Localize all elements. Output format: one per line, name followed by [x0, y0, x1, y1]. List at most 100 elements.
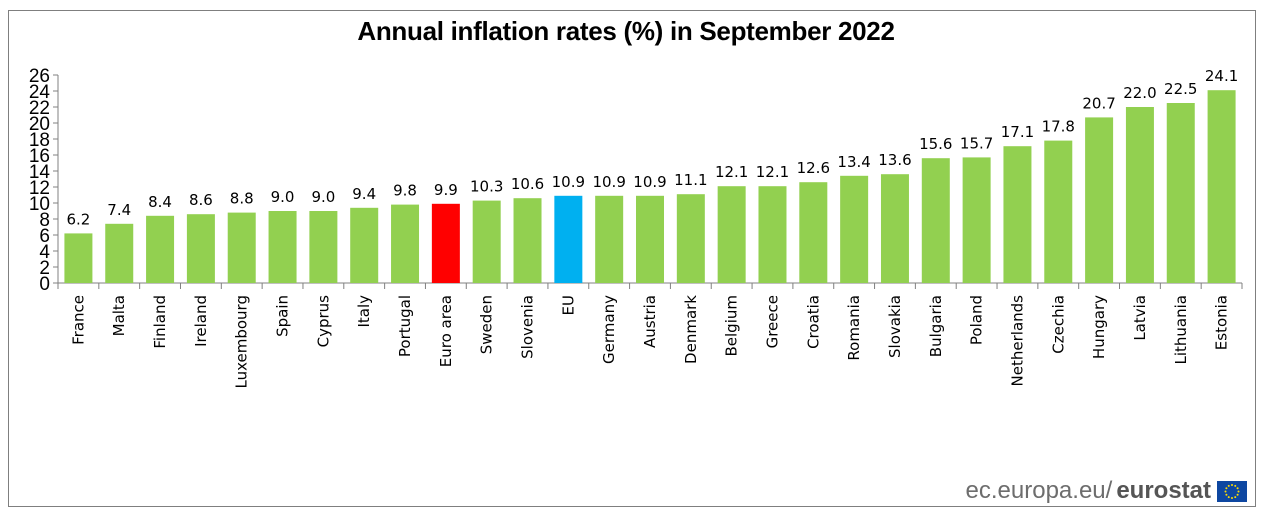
- bar-greece: [758, 186, 787, 283]
- data-label: 10.9: [552, 173, 585, 191]
- bar-croatia: [799, 182, 828, 283]
- data-label: 17.1: [1001, 123, 1034, 141]
- x-tick-label: Ireland: [192, 295, 210, 347]
- data-label: 9.4: [352, 185, 376, 203]
- x-tick-label: Romania: [845, 295, 863, 361]
- data-label: 11.1: [674, 171, 707, 189]
- data-label: 20.7: [1082, 94, 1115, 112]
- y-tick-label: 22: [29, 98, 50, 119]
- bar-portugal: [391, 204, 420, 283]
- bar-slovakia: [880, 174, 909, 283]
- data-label: 10.9: [633, 173, 666, 191]
- bar-denmark: [676, 194, 705, 283]
- bar-eu: [554, 195, 583, 283]
- y-tick-label: 16: [29, 146, 50, 167]
- x-tick-label: Belgium: [723, 295, 741, 357]
- source-url: ec.europa.eu/: [965, 477, 1113, 504]
- y-tick-label: 6: [39, 226, 50, 247]
- y-tick-label: 18: [29, 130, 50, 151]
- bar-bulgaria: [921, 158, 950, 283]
- bar-belgium: [717, 186, 746, 283]
- bar-czechia: [1044, 140, 1073, 283]
- data-label: 8.8: [230, 190, 254, 208]
- x-tick-label: Czechia: [1049, 295, 1067, 354]
- x-tick-label: Portugal: [396, 295, 414, 357]
- data-label: 9.0: [311, 188, 335, 206]
- bar-latvia: [1125, 107, 1154, 283]
- bar-spain: [268, 211, 297, 283]
- bar-euro-area: [431, 203, 460, 283]
- data-label: 8.6: [189, 191, 213, 209]
- bar-finland: [146, 215, 175, 283]
- data-label: 8.4: [148, 193, 172, 211]
- x-tick-label: Greece: [763, 295, 781, 348]
- x-tick-label: Cyprus: [314, 295, 332, 348]
- bar-cyprus: [309, 211, 338, 283]
- chart-title: Annual inflation rates (%) in September …: [357, 16, 895, 46]
- bar-romania: [840, 175, 869, 283]
- x-tick-label: Euro area: [437, 295, 455, 367]
- bar-france: [64, 233, 93, 283]
- x-tick-label: Denmark: [682, 295, 700, 364]
- data-label: 22.5: [1164, 80, 1197, 98]
- bar-estonia: [1207, 90, 1236, 283]
- x-tick-label: Finland: [151, 295, 169, 349]
- data-label: 12.1: [756, 163, 789, 181]
- bar-italy: [350, 207, 379, 283]
- bar-slovenia: [513, 198, 542, 283]
- bar-luxembourg: [227, 212, 256, 283]
- data-label: 13.6: [878, 151, 911, 169]
- x-tick-label: Croatia: [804, 295, 822, 349]
- x-tick-label: Malta: [110, 295, 128, 336]
- data-label: 9.0: [271, 188, 295, 206]
- x-tick-label: Bulgaria: [927, 295, 945, 357]
- bar-poland: [962, 157, 991, 283]
- data-label: 12.1: [715, 163, 748, 181]
- bar-malta: [105, 223, 134, 283]
- data-label: 7.4: [107, 201, 131, 219]
- x-tick-label: Italy: [355, 295, 373, 328]
- x-tick-label: Slovakia: [886, 295, 904, 358]
- data-label: 15.6: [919, 135, 952, 153]
- y-tick-label: 20: [29, 114, 50, 135]
- x-tick-label: Estonia: [1213, 295, 1231, 350]
- source-brand: eurostat: [1116, 477, 1211, 504]
- data-label: 9.9: [434, 181, 458, 199]
- data-label: 13.4: [837, 153, 870, 171]
- data-label: 15.7: [960, 134, 993, 152]
- bar-hungary: [1085, 117, 1114, 284]
- bar-ireland: [186, 214, 215, 283]
- data-label: 9.8: [393, 182, 417, 200]
- source-credit: ec.europa.eu/eurostat: [966, 477, 1247, 505]
- x-tick-label: Slovenia: [519, 295, 537, 359]
- bar-lithuania: [1166, 103, 1195, 283]
- data-label: 22.0: [1123, 84, 1156, 102]
- y-tick-label: 8: [39, 210, 50, 231]
- data-label: 10.6: [511, 175, 544, 193]
- y-tick-label: 24: [29, 82, 51, 103]
- data-label: 24.1: [1205, 67, 1238, 85]
- bar-netherlands: [1003, 146, 1032, 283]
- x-tick-label: EU: [559, 295, 577, 315]
- x-tick-label: Luxembourg: [233, 295, 251, 389]
- bar-germany: [595, 195, 624, 283]
- y-tick-label: 26: [29, 66, 50, 87]
- data-label: 17.8: [1042, 118, 1075, 136]
- x-tick-label: Netherlands: [1008, 295, 1026, 387]
- y-tick-label: 12: [29, 178, 50, 199]
- x-tick-label: Spain: [274, 295, 292, 337]
- data-label: 6.2: [66, 210, 90, 228]
- bar-sweden: [472, 200, 501, 283]
- x-tick-label: Lithuania: [1172, 295, 1190, 364]
- x-tick-label: France: [69, 295, 87, 345]
- y-tick-label: 0: [39, 274, 50, 295]
- x-tick-label: Sweden: [478, 295, 496, 354]
- x-tick-label: Austria: [641, 295, 659, 348]
- y-tick-label: 4: [39, 242, 50, 263]
- data-label: 12.6: [797, 159, 830, 177]
- x-tick-label: Hungary: [1090, 295, 1108, 359]
- x-tick-label: Latvia: [1131, 295, 1149, 341]
- y-tick-label: 2: [39, 258, 50, 279]
- x-tick-label: Germany: [600, 295, 618, 364]
